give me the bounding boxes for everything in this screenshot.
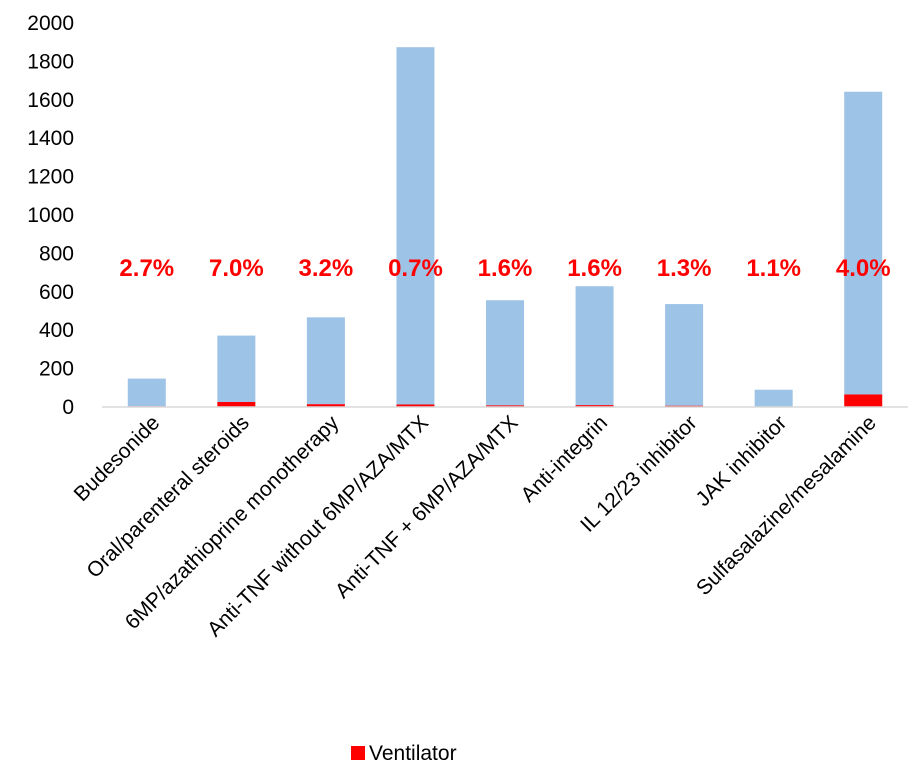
- percent-labels: 2.7% 7.0% 3.2% 0.7% 1.6% 1.6% 1.3% 1.1% 4.0%: [119, 255, 890, 282]
- percent-label: 1.3%: [657, 255, 712, 282]
- percent-label: 4.0%: [836, 255, 891, 282]
- y-tick-label: 1000: [27, 204, 74, 227]
- bars: [127, 47, 883, 407]
- category-label: Anti-TNF + 6MP/AZA/MTX: [331, 411, 523, 603]
- percent-label: 1.1%: [746, 255, 801, 282]
- legend: Ventilator: [351, 742, 457, 765]
- bar-other: [217, 335, 256, 403]
- y-tick-label: 400: [39, 319, 74, 342]
- percent-label: 1.6%: [567, 255, 622, 282]
- legend-swatch-ventilator: [351, 746, 365, 760]
- y-tick-label: 1200: [27, 166, 74, 189]
- percent-label: 0.7%: [388, 255, 443, 282]
- bar-other: [306, 317, 345, 405]
- bar-other: [844, 91, 883, 395]
- bar-other: [127, 378, 166, 407]
- bar-ventilator: [396, 404, 435, 407]
- y-tick-label: 600: [39, 281, 74, 304]
- percent-label: 3.2%: [299, 255, 354, 282]
- y-tick-label: 1800: [27, 50, 74, 73]
- bar-ventilator: [575, 405, 614, 407]
- bar-other: [665, 304, 704, 406]
- y-tick-label: 2000: [27, 12, 74, 35]
- category-label: Budesonide: [70, 411, 165, 506]
- y-tick-label: 200: [39, 358, 74, 381]
- bar-other: [396, 47, 435, 405]
- y-tick-label: 800: [39, 242, 74, 265]
- category-label: Sulfasalazine/mesalamine: [692, 411, 881, 600]
- bar-ventilator: [844, 394, 883, 407]
- percent-label: 1.6%: [478, 255, 533, 282]
- bar-other: [754, 389, 793, 407]
- percent-label: 2.7%: [119, 255, 174, 282]
- y-tick-label: 1400: [27, 127, 74, 150]
- y-tick-label: 1600: [27, 89, 74, 112]
- legend-label-ventilator: Ventilator: [369, 742, 457, 765]
- bar-ventilator: [217, 402, 256, 407]
- bar-other: [575, 286, 614, 406]
- bar-ventilator: [486, 405, 524, 407]
- y-tick-label: 0: [62, 396, 74, 419]
- percent-label: 7.0%: [209, 255, 264, 282]
- category-label: JAK inhibitor: [692, 411, 792, 511]
- bar-ventilator: [306, 404, 345, 407]
- category-label: Anti-integrin: [517, 411, 613, 507]
- category-label: Oral/parenteral steroids: [82, 411, 253, 582]
- bar-other: [486, 300, 524, 406]
- y-axis: 0 200 400 600 800 1000 1200 1400 1600 1800 2000: [27, 12, 74, 419]
